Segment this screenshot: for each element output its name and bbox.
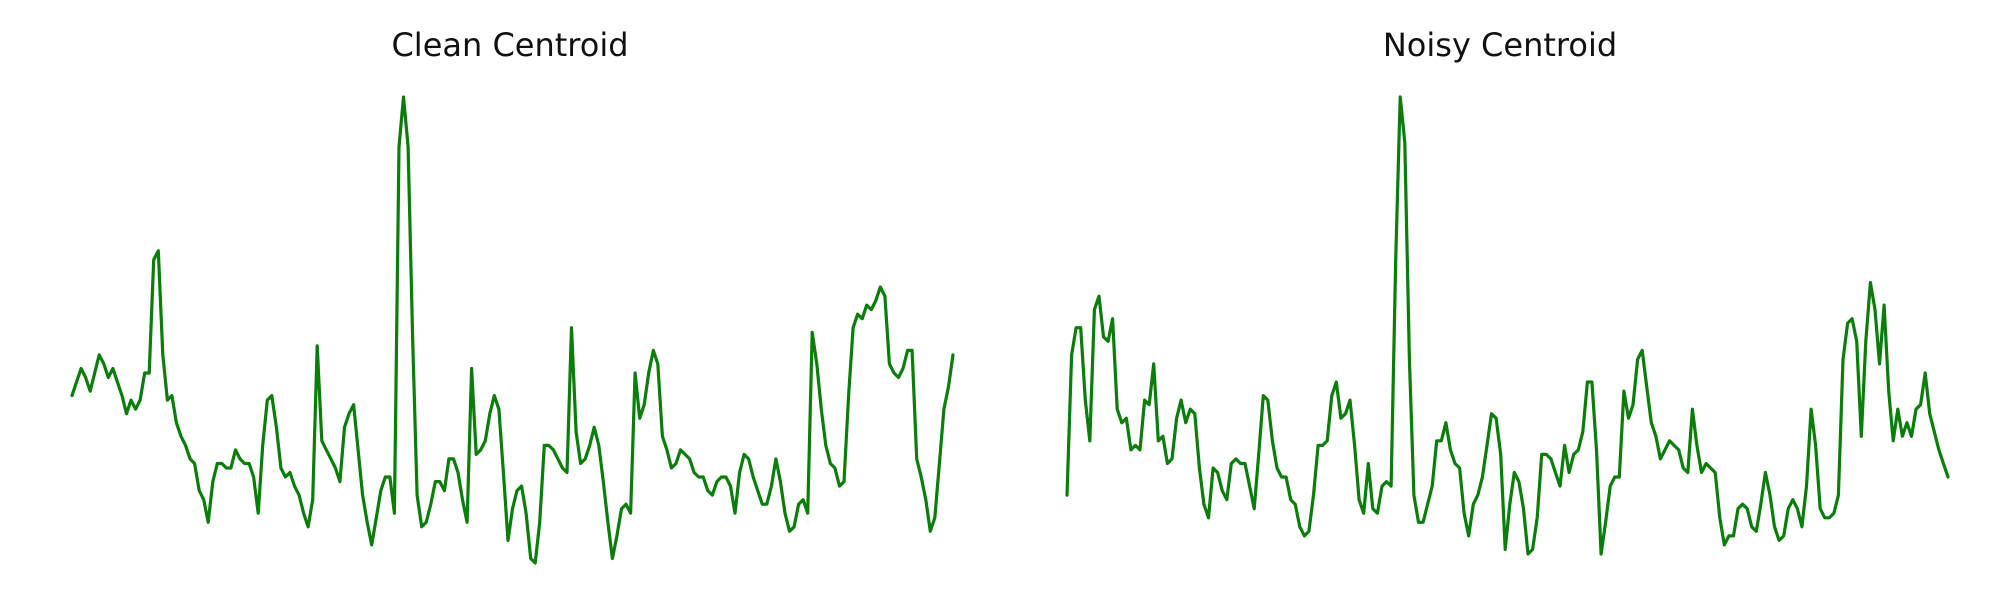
clean-centroid-panel: Clean Centroid xyxy=(70,26,955,565)
noisy-centroid-panel: Noisy Centroid xyxy=(1065,26,1950,556)
noisy-centroid-title: Noisy Centroid xyxy=(1383,26,1617,64)
clean-centroid-line xyxy=(70,95,955,565)
clean-centroid-title: Clean Centroid xyxy=(391,26,628,64)
noisy-centroid-line xyxy=(1065,95,1950,556)
